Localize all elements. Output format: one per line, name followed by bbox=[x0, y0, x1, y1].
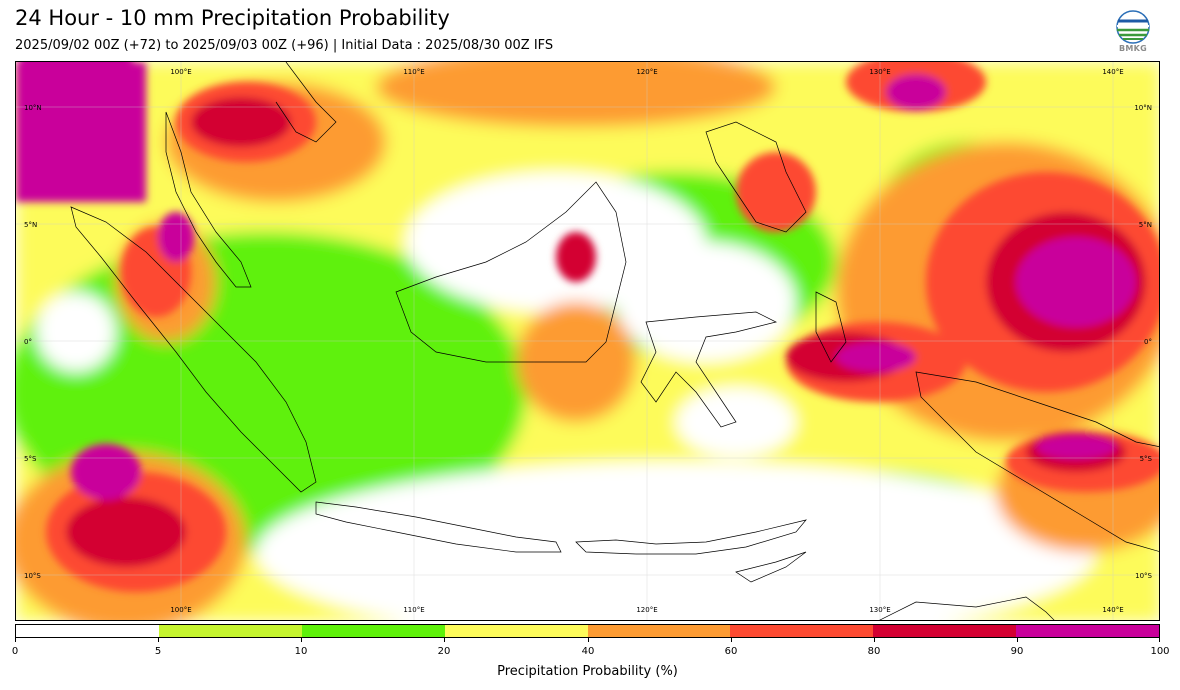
lon-label: 120°E bbox=[636, 606, 657, 614]
colorbar-tick-label: 60 bbox=[724, 646, 738, 657]
colorbar-tick bbox=[1017, 638, 1018, 642]
lat-labels-left: 10°N 5°N 0° 5°S 10°S bbox=[24, 104, 42, 580]
colorbar-tick bbox=[158, 638, 159, 642]
colorbar-tick bbox=[874, 638, 875, 642]
colorbar-tick-label: 5 bbox=[154, 646, 162, 657]
map-canvas: 100°E 110°E 120°E 130°E 140°E 100°E 110°… bbox=[16, 62, 1159, 620]
lat-label: 5°S bbox=[1140, 455, 1153, 463]
colorbar-tick bbox=[588, 638, 589, 642]
colorbar-tick bbox=[444, 638, 445, 642]
colorbar-tick bbox=[1159, 638, 1160, 642]
lon-label: 120°E bbox=[636, 68, 657, 76]
precipitation-map: 100°E 110°E 120°E 130°E 140°E 100°E 110°… bbox=[15, 61, 1160, 621]
colorbar-tick-label: 0 bbox=[11, 646, 19, 657]
colorbar bbox=[15, 624, 1160, 638]
lon-label: 100°E bbox=[170, 606, 191, 614]
lon-label: 110°E bbox=[403, 68, 424, 76]
coastlines bbox=[70, 62, 1159, 620]
lon-label: 100°E bbox=[170, 68, 191, 76]
map-title: 24 Hour - 10 mm Precipitation Probabilit… bbox=[15, 6, 450, 30]
lat-label: 5°S bbox=[24, 455, 37, 463]
colorbar-tick-label: 90 bbox=[1010, 646, 1024, 657]
lon-labels-top: 100°E 110°E 120°E 130°E 140°E bbox=[170, 68, 1123, 76]
colorbar-ticks: 0 5 10 20 40 60 80 90 100 bbox=[11, 638, 1170, 658]
lat-label: 5°N bbox=[1139, 221, 1152, 229]
colorbar-tick-label: 100 bbox=[1150, 646, 1170, 657]
lon-label: 140°E bbox=[1102, 68, 1123, 76]
logo-text: BMKG bbox=[1118, 44, 1148, 53]
colorbar-tick-label: 20 bbox=[437, 646, 451, 657]
colorbar-tick bbox=[301, 638, 302, 642]
colorbar-segment bbox=[1016, 625, 1159, 637]
bmkg-logo-icon bbox=[1116, 10, 1150, 44]
lat-label: 10°N bbox=[24, 104, 42, 112]
colorbar-tick-label: 10 bbox=[294, 646, 308, 657]
lon-label: 110°E bbox=[403, 606, 424, 614]
colorbar-segment bbox=[16, 625, 159, 637]
graticule bbox=[16, 62, 1159, 620]
colorbar-segment bbox=[587, 625, 731, 637]
colorbar-label: Precipitation Probability (%) bbox=[497, 664, 678, 679]
colorbar-tick-label: 40 bbox=[581, 646, 595, 657]
lat-label: 10°S bbox=[24, 572, 41, 580]
colorbar-segment bbox=[730, 625, 874, 637]
colorbar-tick bbox=[731, 638, 732, 642]
lat-labels-right: 10°N 5°N 0° 5°S 10°S bbox=[1134, 104, 1152, 580]
colorbar-segment bbox=[301, 625, 445, 637]
lat-label: 0° bbox=[24, 338, 32, 346]
colorbar-segment bbox=[158, 625, 302, 637]
lat-label: 0° bbox=[1144, 338, 1152, 346]
lon-label: 130°E bbox=[869, 68, 890, 76]
lat-label: 5°N bbox=[24, 221, 37, 229]
colorbar-segment bbox=[873, 625, 1017, 637]
colorbar-segment bbox=[444, 625, 588, 637]
lon-label: 140°E bbox=[1102, 606, 1123, 614]
map-subtitle: 2025/09/02 00Z (+72) to 2025/09/03 00Z (… bbox=[15, 38, 554, 53]
lon-labels-bottom: 100°E 110°E 120°E 130°E 140°E bbox=[170, 606, 1123, 614]
lon-label: 130°E bbox=[869, 606, 890, 614]
colorbar-tick-label: 80 bbox=[867, 646, 881, 657]
lat-label: 10°N bbox=[1134, 104, 1152, 112]
colorbar-tick bbox=[15, 638, 16, 642]
lat-label: 10°S bbox=[1135, 572, 1152, 580]
